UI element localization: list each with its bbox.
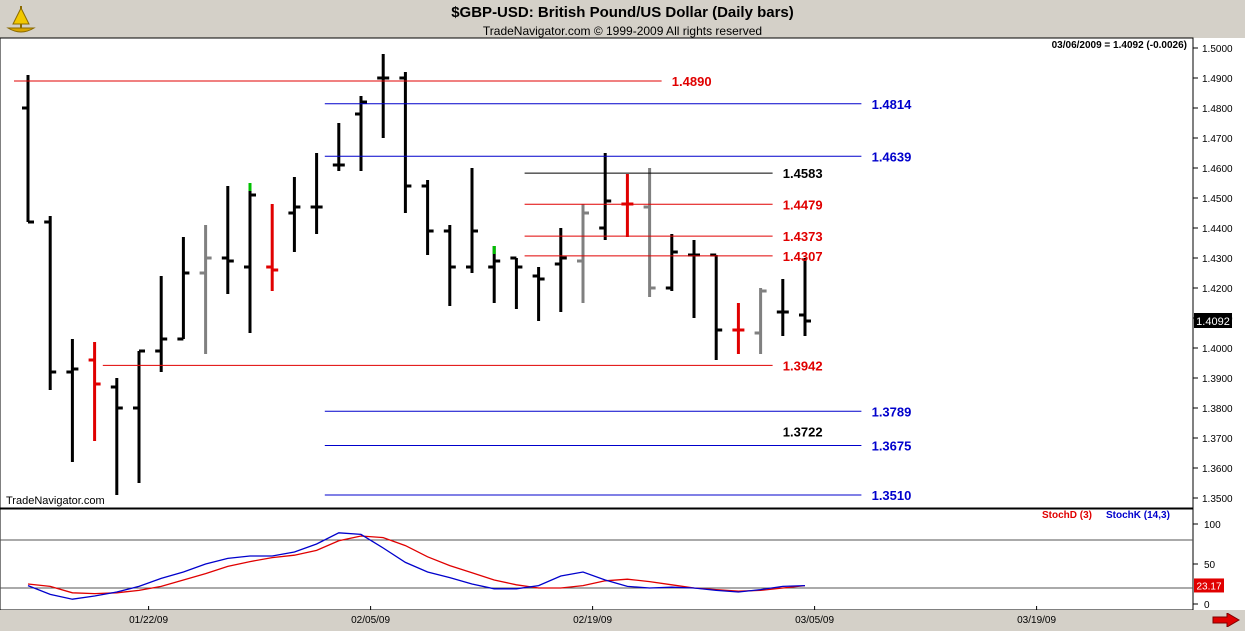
price-tick-label: 1.3600	[1202, 464, 1233, 475]
level-label: 1.3789	[872, 404, 912, 419]
date-tick-label: 01/22/09	[129, 615, 168, 626]
ohlc-bar	[288, 177, 301, 252]
ohlc-bar	[776, 279, 789, 336]
ohlc-bar	[133, 349, 145, 483]
ohlc-bar	[732, 303, 745, 354]
level-label: 1.4307	[783, 249, 823, 264]
level-label: 1.3942	[783, 358, 823, 373]
ohlc-bar	[355, 96, 367, 171]
level-label: 1.4479	[783, 197, 823, 212]
price-tick-label: 1.4400	[1202, 224, 1233, 235]
ohlc-bar	[710, 253, 723, 360]
ohlc-bar	[466, 168, 478, 273]
ohlc-bar	[665, 234, 678, 291]
price-tick-label: 1.4500	[1202, 194, 1233, 205]
price-bars-layer	[22, 54, 811, 495]
ohlc-bar	[66, 339, 79, 462]
stochastic-panel: 100 50 0 StochD (3) StochK (14,3) 23.17	[0, 510, 1224, 611]
stoch-tick-label: 100	[1204, 520, 1221, 531]
ohlc-bar	[421, 180, 434, 255]
ohlc-bar	[488, 246, 501, 303]
ohlc-bar	[799, 258, 811, 336]
date-axis: 01/22/09 02/05/09 02/19/09 03/05/09 03/19/09	[129, 606, 1056, 626]
ohlc-bar	[754, 288, 767, 354]
price-tick-label: 1.3700	[1202, 434, 1233, 445]
ohlc-bar	[44, 216, 57, 390]
last-price-label: 1.4092	[1196, 316, 1230, 328]
price-tick-label: 1.4700	[1202, 134, 1233, 145]
ohlc-bar	[510, 256, 523, 309]
price-tick-label: 1.4300	[1202, 254, 1233, 265]
chart-title: $GBP-USD: British Pound/US Dollar (Daily…	[451, 4, 794, 21]
ohlc-bar	[22, 75, 34, 224]
ohlc-bar	[310, 153, 323, 234]
price-tick-label: 1.3800	[1202, 404, 1233, 415]
price-tick-label: 1.4900	[1202, 74, 1233, 85]
ohlc-bar	[244, 183, 256, 333]
stoch-last-box	[1194, 578, 1224, 593]
date-tick-label: 02/05/09	[351, 615, 390, 626]
price-levels-layer: 1.4890 1.4814 1.4639 1.4583 1.4479 1.4373 1.43…	[14, 74, 912, 503]
chart-copyright: TradeNavigator.com © 1999-2009 All right…	[482, 24, 763, 38]
ohlc-bar	[532, 267, 545, 321]
ohlc-bar	[177, 237, 190, 341]
ohlc-bar	[377, 54, 390, 138]
level-label: 1.4639	[872, 149, 912, 164]
stoch-series-line	[27, 532, 806, 600]
ohlc-bar	[266, 204, 279, 291]
date-tick-label: 03/05/09	[795, 615, 834, 626]
stoch-legend-k: StochK (14,3)	[1106, 510, 1170, 521]
ohlc-bar	[554, 228, 567, 312]
date-tick-label: 02/19/09	[573, 615, 612, 626]
date-tick-label: 03/19/09	[1017, 615, 1056, 626]
ohlc-bar	[155, 276, 168, 372]
level-label: 1.4814	[872, 97, 913, 112]
price-tick-label: 1.5000	[1202, 44, 1233, 55]
price-tick-label: 1.4200	[1202, 284, 1233, 295]
ohlc-bar	[399, 72, 412, 213]
scroll-right-arrow-icon[interactable]	[1211, 613, 1241, 627]
price-tick-label: 1.4800	[1202, 104, 1233, 115]
level-label: 1.4373	[783, 229, 823, 244]
level-label: 1.4890	[672, 74, 712, 89]
ohlc-bar	[221, 186, 234, 294]
level-label: 1.4583	[783, 166, 823, 181]
stoch-tick-label: 0	[1204, 600, 1210, 611]
level-label: 1.3510	[872, 488, 912, 503]
ohlc-bar	[688, 240, 700, 318]
price-tick-label: 1.4000	[1202, 344, 1233, 355]
ohlc-bar	[443, 225, 456, 306]
stoch-tick-label: 50	[1204, 560, 1216, 571]
price-tick-label: 1.4600	[1202, 164, 1233, 175]
trade-navigator-logo-icon	[4, 4, 38, 36]
level-label: 1.3722	[783, 424, 823, 439]
stoch-last-label: 23.17	[1196, 581, 1221, 592]
level-label: 1.3675	[872, 439, 912, 454]
ohlc-bar	[332, 123, 345, 171]
ohlc-bar	[643, 168, 656, 297]
ohlc-bar	[577, 204, 589, 303]
price-tick-label: 1.3500	[1202, 494, 1233, 505]
watermark-text: TradeNavigator.com	[6, 495, 105, 507]
ohlc-bar	[199, 225, 212, 354]
ohlc-bar	[599, 153, 612, 240]
stoch-legend-d: StochD (3)	[1042, 510, 1092, 521]
ohlc-bar	[110, 378, 123, 495]
quote-readout: 03/06/2009 = 1.4092 (-0.0026)	[1052, 40, 1187, 51]
price-axis: 1.35001.36001.37001.38001.39001.40001.41…	[1193, 44, 1233, 505]
stoch-series-line	[27, 535, 806, 595]
ohlc-bar	[88, 342, 101, 441]
last-price-box	[1194, 313, 1232, 328]
price-tick-label: 1.3900	[1202, 374, 1233, 385]
